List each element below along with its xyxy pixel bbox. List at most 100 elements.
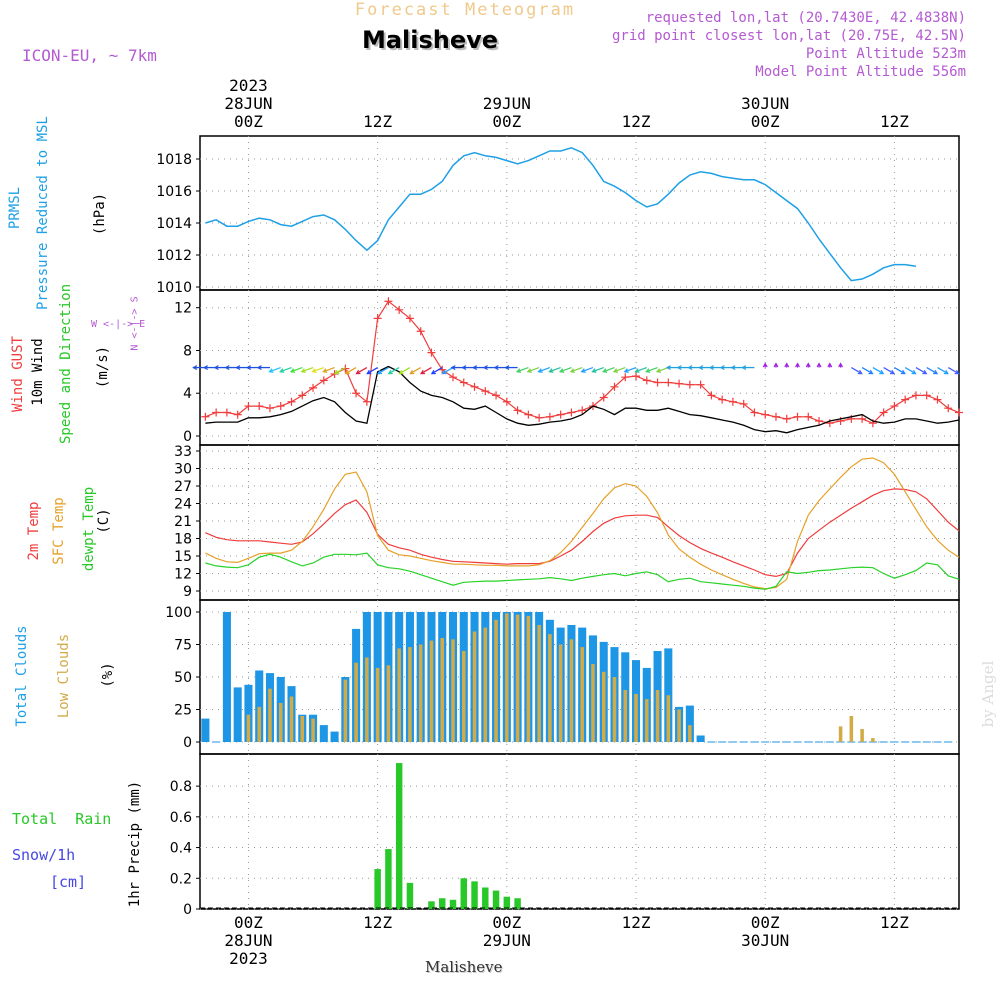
gust-marker xyxy=(933,395,942,404)
wind-arrowhead xyxy=(933,369,939,375)
wind-arrowhead xyxy=(202,365,208,371)
gust-marker xyxy=(718,395,727,404)
gust-marker xyxy=(685,380,694,389)
wind-arrow xyxy=(915,367,927,375)
wind-arrowhead xyxy=(708,365,714,371)
wind-arrow xyxy=(894,367,906,375)
wind-arrow xyxy=(301,366,314,373)
wind-arrowhead xyxy=(602,368,608,373)
y-tick-label: 25 xyxy=(174,703,192,719)
wind-arrowhead xyxy=(730,365,736,371)
gust-marker xyxy=(782,414,791,423)
gust-marker xyxy=(610,382,619,391)
gust-marker xyxy=(449,373,457,382)
gust-marker xyxy=(696,380,705,389)
y-tick-label: 4 xyxy=(183,386,192,402)
gust-marker xyxy=(405,314,414,323)
y-tick-label: 0 xyxy=(183,429,192,445)
low-cloud-bar xyxy=(537,625,541,742)
bottom-time-label: 00Z xyxy=(233,913,263,932)
wind-arrowhead xyxy=(879,369,885,375)
y-tick-label: 0.8 xyxy=(170,779,192,795)
gust-marker xyxy=(513,406,522,415)
y-tick-label: 0 xyxy=(183,902,192,918)
wind-arrow xyxy=(312,366,325,373)
low-cloud-bar xyxy=(645,699,649,742)
wind-arrowhead xyxy=(784,362,790,368)
total-cloud-bar xyxy=(201,718,210,742)
wind-arrowhead xyxy=(366,369,372,375)
y-tick-label: 18 xyxy=(174,532,192,548)
y-tick-label: 50 xyxy=(174,670,192,686)
gust-marker xyxy=(244,402,253,411)
sfc-temp-line xyxy=(205,457,960,590)
wind-arrowhead xyxy=(192,365,198,371)
low-cloud-bar xyxy=(677,709,681,742)
low-cloud-bar xyxy=(569,639,574,742)
y-tick-label: 1018 xyxy=(156,152,192,168)
wind-arrowhead xyxy=(430,369,436,375)
total-cloud-bar xyxy=(233,687,242,742)
rain-bar xyxy=(503,896,511,909)
low-cloud-bar xyxy=(397,648,401,742)
wind-arrow xyxy=(559,366,572,373)
low-cloud-bar xyxy=(343,679,348,742)
gust-marker xyxy=(502,397,511,406)
low-cloud-bar xyxy=(440,638,445,742)
wind-arrowhead xyxy=(580,368,586,373)
low-cloud-bar xyxy=(472,631,477,742)
wind-arrowhead xyxy=(300,368,306,373)
y-tick-label: 30 xyxy=(174,462,192,478)
wind-arrowhead xyxy=(376,369,383,375)
panel-frame xyxy=(199,753,960,910)
gust-marker xyxy=(319,376,328,385)
snow-label: Snow/1h xyxy=(12,846,76,864)
temp-2m-line xyxy=(205,488,960,578)
total-cloud-bar xyxy=(222,612,231,742)
top-time-label: 12Z xyxy=(621,112,651,131)
wind-arrow xyxy=(269,366,281,373)
wind-arrowhead xyxy=(900,369,906,375)
wind-arrowhead xyxy=(943,369,949,375)
low-cloud-bar xyxy=(494,619,498,742)
gust-marker xyxy=(362,397,371,406)
gust-marker xyxy=(578,406,587,415)
point-altitude: Point Altitude 523m xyxy=(805,46,966,62)
rain-bar xyxy=(482,887,489,909)
wind-arrow xyxy=(420,367,432,375)
low-cloud-bar xyxy=(838,726,843,742)
rain-label: Total Rain xyxy=(12,810,112,828)
low-cloud-bar xyxy=(515,614,520,742)
top-time-label: 2023 xyxy=(229,76,268,95)
gust-marker xyxy=(201,412,210,421)
gust-marker xyxy=(567,408,576,417)
wind-arrowhead xyxy=(333,369,339,375)
wind-arrowhead xyxy=(762,362,768,368)
wind-arrow xyxy=(883,367,895,375)
wind-arrowhead xyxy=(245,365,252,371)
gust-marker xyxy=(395,305,404,314)
rain-bar xyxy=(385,849,392,909)
gust-marker xyxy=(287,397,296,406)
low-cloud-bar xyxy=(408,647,412,742)
wind-arrow xyxy=(356,367,368,375)
bottom-time-label: 00Z xyxy=(750,913,780,932)
low-cloud-bar xyxy=(365,657,369,742)
wind-arrow xyxy=(388,367,400,375)
gust-marker xyxy=(804,412,813,421)
wind-arrowhead xyxy=(344,369,350,375)
low-cloud-bar xyxy=(612,677,617,742)
low-cloud-bar xyxy=(386,665,391,742)
y-tick-label: 21 xyxy=(174,514,192,530)
wind-line xyxy=(205,365,960,434)
bottom-time-label: 12Z xyxy=(879,913,909,932)
wind-arrowhead xyxy=(816,362,822,368)
wind-arrowhead xyxy=(526,368,532,373)
low-cloud-bar xyxy=(246,714,251,742)
y-tick-label: 1010 xyxy=(156,280,192,296)
bottom-time-label: 28JUN xyxy=(224,931,273,950)
rain-bar xyxy=(492,890,500,909)
wind-arrowhead xyxy=(235,365,241,371)
forecast-title: Forecast Meteogram xyxy=(354,0,576,20)
top-time-label: 29JUN xyxy=(482,94,531,113)
